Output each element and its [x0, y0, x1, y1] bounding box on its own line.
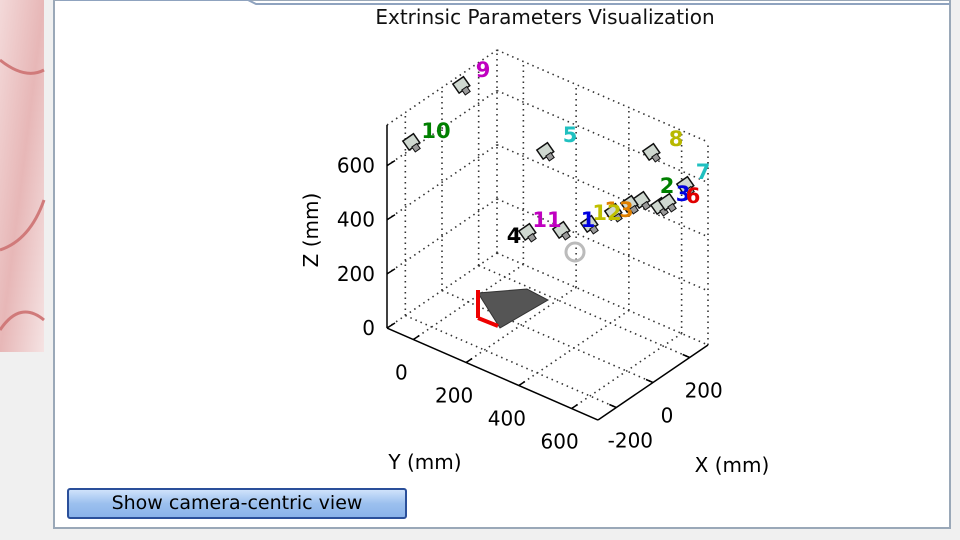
grid-line	[571, 332, 683, 410]
camera-label: 12	[592, 201, 621, 225]
camera-lens	[545, 151, 555, 162]
z-tick-label: 200	[337, 262, 375, 286]
grid-line	[386, 89, 498, 167]
y-tick-label: 200	[435, 384, 473, 408]
camera-lens	[589, 224, 599, 235]
y-tick-label: 0	[395, 361, 408, 385]
z-tick-label: 600	[337, 154, 375, 178]
cursor	[564, 241, 586, 263]
camera-label: 9	[476, 58, 491, 82]
calibration-board	[477, 288, 550, 329]
camera-lens	[461, 85, 471, 96]
x-tick-label: -200	[608, 429, 653, 453]
grid-line	[386, 144, 498, 221]
z-tick	[386, 268, 396, 275]
grid-line	[412, 263, 524, 341]
y-tick-label: 600	[541, 430, 579, 454]
grid-line	[386, 198, 498, 275]
grid-line	[465, 286, 577, 364]
background-image	[0, 0, 44, 352]
plot-area: 0 200 400 600 0 200 400 600 -200 0 200 Z (mm) Y (mm)…	[299, 49, 770, 477]
camera-label: 1	[581, 208, 596, 232]
camera-label: 5	[563, 123, 578, 147]
camera-label: 8	[669, 127, 684, 151]
camera-label: 4	[507, 224, 522, 248]
y-tick	[571, 403, 579, 410]
z-tick	[386, 322, 396, 329]
board-axes	[476, 290, 499, 328]
x-tick	[609, 403, 617, 409]
box-edge	[386, 49, 498, 126]
camera-lens	[527, 232, 537, 243]
z-tick	[386, 214, 396, 221]
z-tick	[386, 159, 396, 167]
camera-label: 3	[676, 182, 691, 206]
camera-label: 7	[696, 160, 711, 184]
camera-lens	[651, 152, 661, 163]
camera-lens	[561, 230, 571, 241]
z-axis-label: Z (mm)	[299, 193, 323, 268]
camera-label: 6	[686, 184, 701, 208]
figure-panel	[53, 0, 951, 529]
camera-label: 2	[660, 174, 675, 198]
y-axis-label: Y (mm)	[387, 450, 461, 474]
camera-label: 11	[532, 208, 561, 232]
camera-lens	[613, 212, 623, 223]
y-axis	[386, 327, 599, 421]
y-tick	[412, 334, 420, 341]
z-tick-label: 0	[362, 316, 375, 340]
camera-lens	[667, 202, 677, 213]
grid-line	[386, 252, 498, 329]
z-tick-label: 400	[337, 208, 375, 232]
x-tick	[645, 378, 654, 384]
y-tick	[465, 357, 473, 364]
x-tick-label: 200	[685, 379, 723, 403]
x-tick-label: 0	[661, 404, 674, 428]
panel-border	[60, 0, 950, 5]
grid-line	[518, 309, 630, 387]
camera-lens	[411, 142, 421, 153]
y-tick-label: 400	[488, 407, 526, 431]
background-stroke	[0, 58, 46, 331]
camera-lens	[641, 200, 651, 211]
chart-title: Extrinsic Parameters Visualization	[375, 5, 714, 29]
y-tick	[518, 380, 526, 387]
camera-label: 10	[421, 119, 450, 143]
x-axis-label: X (mm)	[695, 453, 770, 477]
camera-lens	[685, 185, 695, 196]
x-tick	[682, 353, 690, 359]
camera-lens	[629, 204, 639, 215]
camera-centric-button[interactable]: Show camera-centric view	[67, 488, 407, 519]
